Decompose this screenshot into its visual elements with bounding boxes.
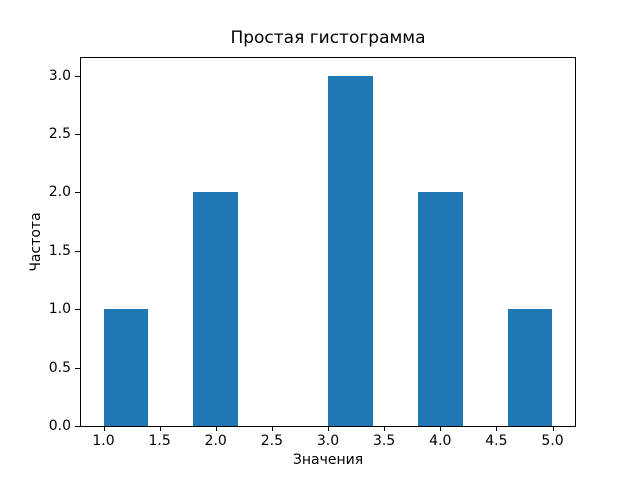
y-tick-label: 1.5	[48, 242, 71, 259]
y-tick-mark	[75, 133, 80, 135]
x-tick-mark	[328, 426, 329, 431]
histogram-bar	[507, 309, 553, 426]
x-tick-mark	[215, 426, 217, 431]
x-tick-label: 1.5	[148, 433, 171, 449]
y-tick-label: 3.0	[48, 67, 71, 84]
chart-title: Простая гистограмма	[230, 28, 426, 48]
x-tick-mark	[552, 426, 554, 431]
y-tick-mark	[75, 309, 80, 311]
histogram-bar	[417, 192, 463, 426]
y-tick-mark	[75, 192, 80, 194]
x-tick-mark	[440, 426, 442, 431]
y-tick-label: 1.0	[48, 301, 71, 318]
y-tick-label: 2.5	[48, 125, 71, 142]
plot-area: 1.0 1.5 2.0 2.5 3.0 3.5 4.0 4.5 5.0 0.0 0.5 1.0 1.5 2…	[49, 57, 576, 448]
y-tick-mark	[75, 250, 80, 252]
x-tick-label: 2.5	[260, 433, 284, 449]
y-tick-label: 2.0	[48, 184, 71, 201]
y-tick-label: 0.5	[48, 359, 71, 376]
histogram-bar	[103, 309, 149, 426]
x-tick-label: 3.0	[316, 433, 340, 449]
histogram-bar	[328, 75, 373, 426]
x-tick-mark	[103, 426, 105, 431]
y-tick-mark	[75, 426, 80, 427]
histogram-bar	[193, 192, 239, 426]
x-tick-mark	[159, 426, 161, 431]
x-tick-mark	[384, 426, 386, 431]
y-tick-mark	[75, 367, 80, 369]
x-axis-label: Значения	[292, 452, 364, 468]
y-axis-label: Частота	[28, 212, 44, 272]
x-tick-mark	[271, 426, 273, 431]
x-tick-label: 3.5	[372, 433, 396, 449]
x-tick-label: 4.5	[485, 433, 508, 449]
y-tick-mark	[75, 75, 80, 77]
x-tick-label: 5.0	[541, 433, 564, 449]
x-tick-label: 2.0	[204, 433, 227, 449]
x-tick-mark	[496, 426, 498, 431]
x-tick-label: 1.0	[92, 433, 115, 449]
y-tick-label: 0.0	[48, 418, 71, 434]
x-tick-label: 4.0	[429, 433, 452, 449]
